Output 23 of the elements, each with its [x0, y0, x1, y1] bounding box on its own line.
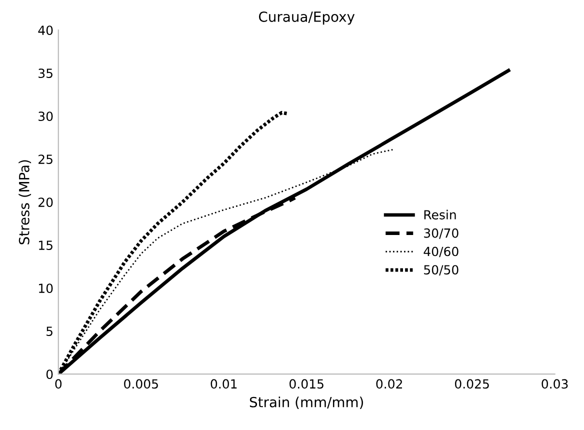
legend-label: 50/50 — [424, 265, 458, 276]
x-tick-label: 0.015 — [290, 379, 324, 389]
legend-label: 30/70 — [424, 228, 458, 239]
legend-label: Resin — [424, 210, 456, 220]
x-tick-label: 0.025 — [455, 379, 489, 389]
x-tick-label: 0.01 — [210, 379, 237, 389]
y-tick-label: 40 — [38, 26, 53, 36]
y-tick-label: 10 — [39, 284, 53, 294]
y-tick-label: 20 — [38, 198, 53, 208]
y-tick-label: 0 — [46, 370, 53, 380]
y-tick-label: 25 — [38, 154, 52, 164]
y-axis-title: Stress (MPa) — [18, 160, 32, 244]
chart-title: Curaua/Epoxy — [258, 11, 355, 25]
y-tick-label: 35 — [38, 68, 52, 78]
y-tick-label: 15 — [39, 240, 52, 250]
y-tick-label: 30 — [38, 112, 53, 122]
y-tick-label: 5 — [46, 326, 52, 336]
x-tick-label: 0.03 — [542, 379, 568, 389]
x-tick-label: 0.005 — [124, 379, 158, 389]
x-tick-label: 0 — [55, 379, 62, 389]
x-axis-title: Strain (mm/mm) — [250, 396, 364, 409]
legend-label: 40/60 — [424, 246, 458, 258]
x-tick-label: 0.02 — [376, 379, 402, 389]
